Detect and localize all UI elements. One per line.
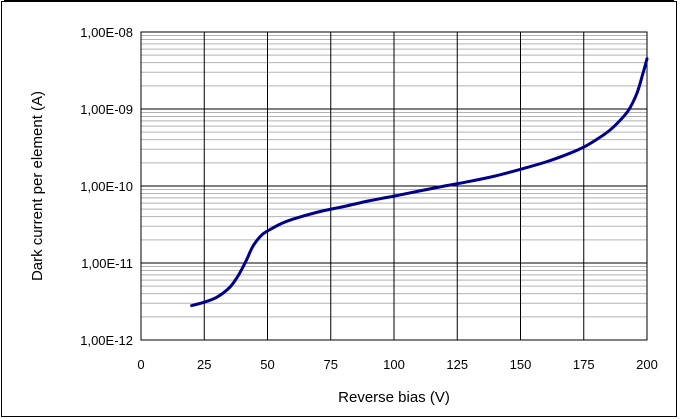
y-tick-label: 1,00E-12 (80, 333, 133, 348)
x-tick-label: 125 (446, 357, 468, 372)
y-tick-label: 1,00E-08 (80, 25, 133, 40)
x-tick-label: 100 (383, 357, 405, 372)
x-tick-label: 175 (573, 357, 595, 372)
x-tick-label: 0 (137, 357, 144, 372)
x-axis-ticks: 0 25 50 75 100 125 150 175 200 (137, 357, 657, 372)
y-axis-label: Dark current per element (A) (29, 91, 46, 281)
x-tick-label: 150 (510, 357, 532, 372)
y-tick-label: 1,00E-10 (80, 179, 133, 194)
x-tick-label: 75 (324, 357, 338, 372)
x-axis-label: Reverse bias (V) (338, 389, 450, 406)
x-tick-label: 25 (197, 357, 211, 372)
plot-border (140, 31, 648, 341)
x-tick-label: 200 (636, 357, 658, 372)
x-tick-label: 50 (260, 357, 274, 372)
y-axis-ticks: 1,00E-12 1,00E-11 1,00E-10 1,00E-09 1,00E-08 (80, 25, 133, 348)
y-tick-label: 1,00E-09 (80, 102, 133, 117)
top-border (4, 0, 674, 1)
dark-current-series-line (190, 57, 649, 308)
y-tick-label: 1,00E-11 (81, 256, 133, 271)
